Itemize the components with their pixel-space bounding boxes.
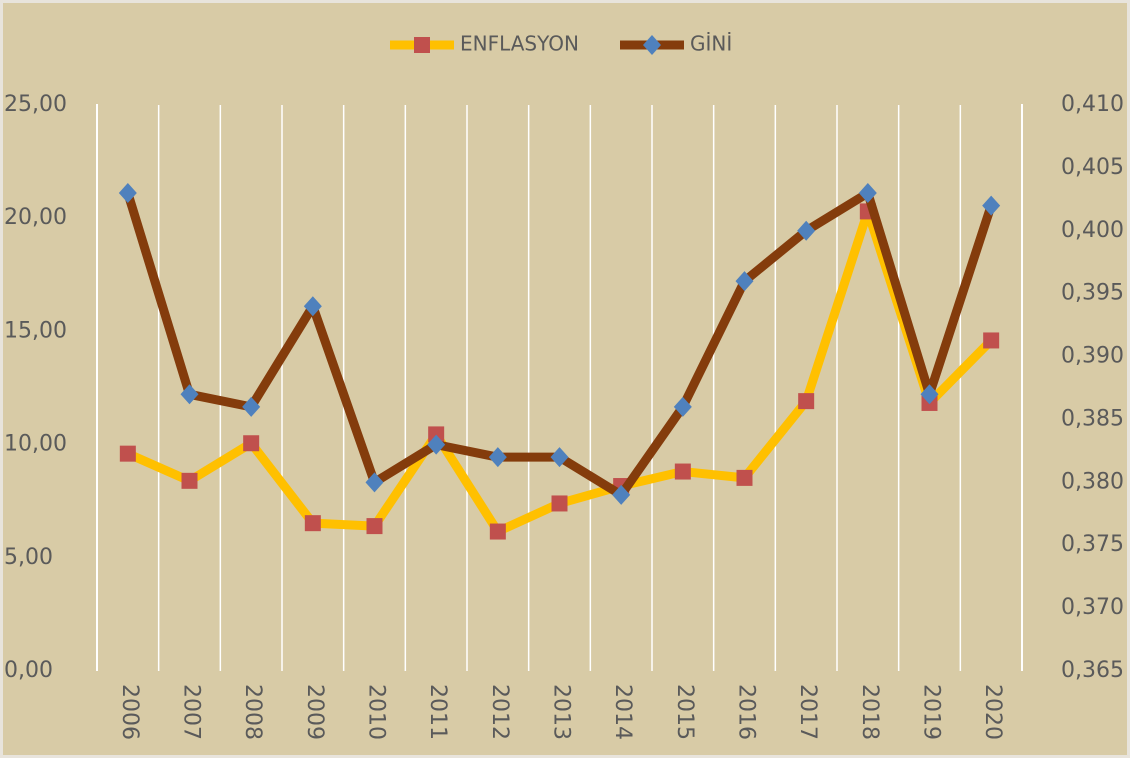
y2-tick-label: 0,380 bbox=[1061, 469, 1124, 494]
marker bbox=[366, 518, 383, 535]
marker bbox=[983, 332, 1000, 349]
marker bbox=[550, 447, 569, 468]
marker bbox=[797, 220, 816, 241]
y-tick-label: 15,00 bbox=[4, 318, 67, 343]
marker bbox=[118, 183, 137, 204]
marker bbox=[304, 515, 321, 532]
x-tick-label: 2019 bbox=[919, 684, 944, 740]
x-tick-label: 2011 bbox=[425, 684, 450, 740]
marker bbox=[427, 434, 446, 455]
x-tick-label: 2009 bbox=[302, 684, 327, 740]
y2-tick-label: 0,405 bbox=[1061, 155, 1124, 180]
marker bbox=[303, 296, 322, 317]
x-tick-label: 2018 bbox=[857, 684, 882, 740]
marker bbox=[180, 384, 199, 405]
x-tick-label: 2006 bbox=[117, 684, 142, 740]
y2-tick-label: 0,390 bbox=[1061, 344, 1124, 369]
y-tick-label: 0,00 bbox=[4, 658, 53, 683]
x-tick-label: 2017 bbox=[795, 684, 820, 740]
x-tick-label: 2007 bbox=[179, 684, 204, 740]
y2-tick-label: 0,365 bbox=[1061, 658, 1124, 683]
y-tick-label: 10,00 bbox=[4, 432, 67, 457]
marker bbox=[736, 469, 753, 486]
x-tick-label: 2013 bbox=[549, 684, 574, 740]
marker bbox=[735, 271, 754, 292]
marker bbox=[858, 183, 877, 204]
y2-tick-label: 0,410 bbox=[1061, 92, 1124, 117]
marker bbox=[488, 447, 507, 468]
x-tick-label: 2020 bbox=[980, 684, 1005, 740]
legend-label: ENFLASYON bbox=[460, 32, 579, 56]
marker bbox=[365, 472, 384, 493]
marker bbox=[798, 393, 815, 410]
y2-tick-label: 0,370 bbox=[1061, 595, 1124, 620]
y-tick-label: 5,00 bbox=[4, 545, 53, 570]
x-tick-label: 2016 bbox=[734, 684, 759, 740]
y2-tick-label: 0,400 bbox=[1061, 218, 1124, 243]
x-tick-label: 2010 bbox=[364, 684, 389, 740]
legend-label: GİNİ bbox=[690, 32, 732, 56]
x-tick-label: 2014 bbox=[610, 684, 635, 740]
y2-tick-label: 0,395 bbox=[1061, 281, 1124, 306]
x-tick-label: 2008 bbox=[240, 684, 265, 740]
marker bbox=[673, 396, 692, 417]
legend-marker bbox=[414, 37, 430, 53]
marker bbox=[612, 484, 631, 505]
marker bbox=[674, 463, 691, 480]
y-tick-label: 25,00 bbox=[4, 92, 67, 117]
legend-marker bbox=[643, 35, 661, 55]
marker bbox=[920, 384, 939, 405]
y-tick-label: 20,00 bbox=[4, 205, 67, 230]
x-tick-label: 2012 bbox=[487, 684, 512, 740]
y2-tick-label: 0,385 bbox=[1061, 406, 1124, 431]
marker bbox=[243, 435, 260, 452]
marker bbox=[982, 195, 1001, 216]
marker bbox=[489, 523, 506, 540]
marker bbox=[242, 396, 261, 417]
marker bbox=[551, 495, 568, 512]
marker bbox=[181, 472, 198, 489]
y2-tick-label: 0,375 bbox=[1061, 532, 1124, 557]
marker bbox=[119, 445, 136, 462]
marker bbox=[428, 426, 445, 443]
x-tick-label: 2015 bbox=[672, 684, 697, 740]
